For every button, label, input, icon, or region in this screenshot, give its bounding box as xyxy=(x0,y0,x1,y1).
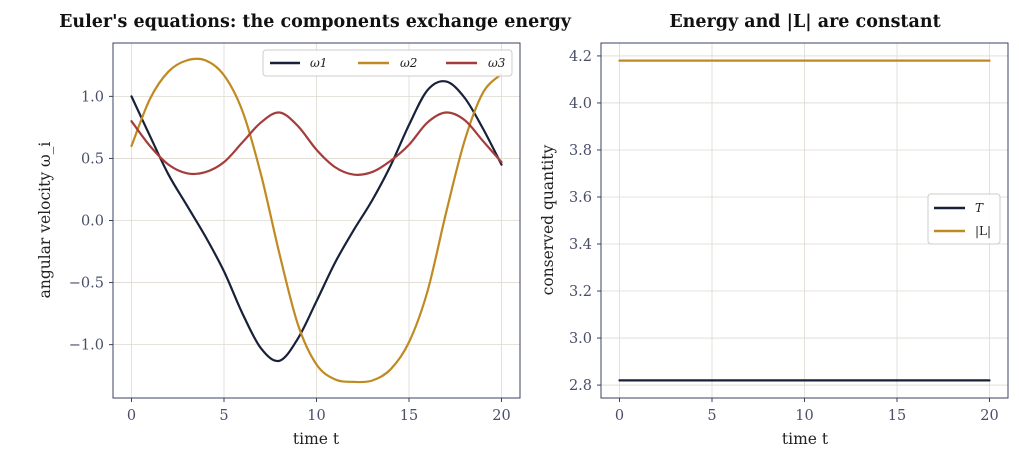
right-x-axis-label: time t xyxy=(782,430,829,448)
y-tick-label: 1.0 xyxy=(81,89,104,105)
legend-label-omega2: ω2 xyxy=(400,56,417,70)
legend-label-omega1: ω1 xyxy=(310,56,327,70)
right-chart: Energy and |L| are constant 0 5 10 15 20 2.8… xyxy=(539,12,1009,448)
y-tick-label: 0.0 xyxy=(81,214,104,230)
left-chart: Euler's equations: the components exchan… xyxy=(36,12,572,448)
left-x-axis-label: time t xyxy=(293,430,340,448)
x-tick-label: 0 xyxy=(615,408,624,424)
legend-label-omega3: ω3 xyxy=(488,56,506,70)
y-tick-label: 4.0 xyxy=(569,96,592,112)
y-tick-label: 3.2 xyxy=(569,284,592,300)
y-tick-label: 3.0 xyxy=(569,331,592,347)
y-tick-label: 3.6 xyxy=(569,190,592,206)
right-y-axis-label: conserved quantity xyxy=(539,144,557,295)
legend-label-T: T xyxy=(975,201,984,215)
x-tick-label: 0 xyxy=(127,408,136,424)
left-legend: ω1 ω2 ω3 xyxy=(262,49,513,77)
x-tick-label: 10 xyxy=(307,408,325,424)
y-tick-label: −0.5 xyxy=(69,276,104,292)
x-tick-label: 15 xyxy=(888,408,906,424)
x-tick-label: 15 xyxy=(400,408,418,424)
y-tick-label: −1.0 xyxy=(69,338,104,354)
legend-label-L: |L| xyxy=(975,224,991,238)
y-tick-label: 0.5 xyxy=(81,151,104,167)
series-line-omega3 xyxy=(130,111,503,176)
y-tick-label: 2.8 xyxy=(569,378,592,394)
series-line-omega2 xyxy=(130,57,503,384)
y-tick-label: 3.8 xyxy=(569,143,592,159)
y-tick-label: 3.4 xyxy=(569,237,592,253)
x-tick-label: 5 xyxy=(707,408,716,424)
x-tick-label: 5 xyxy=(219,408,228,424)
right-chart-title: Energy and |L| are constant xyxy=(669,12,940,32)
y-tick-label: 4.2 xyxy=(569,49,592,65)
series-line-omega1 xyxy=(130,80,503,363)
x-tick-label: 20 xyxy=(980,408,998,424)
x-tick-label: 10 xyxy=(795,408,813,424)
x-tick-label: 20 xyxy=(492,408,510,424)
left-chart-title: Euler's equations: the components exchan… xyxy=(59,12,572,32)
right-legend: T |L| xyxy=(927,193,1001,245)
left-y-axis-label: angular velocity ω_i xyxy=(36,142,54,299)
